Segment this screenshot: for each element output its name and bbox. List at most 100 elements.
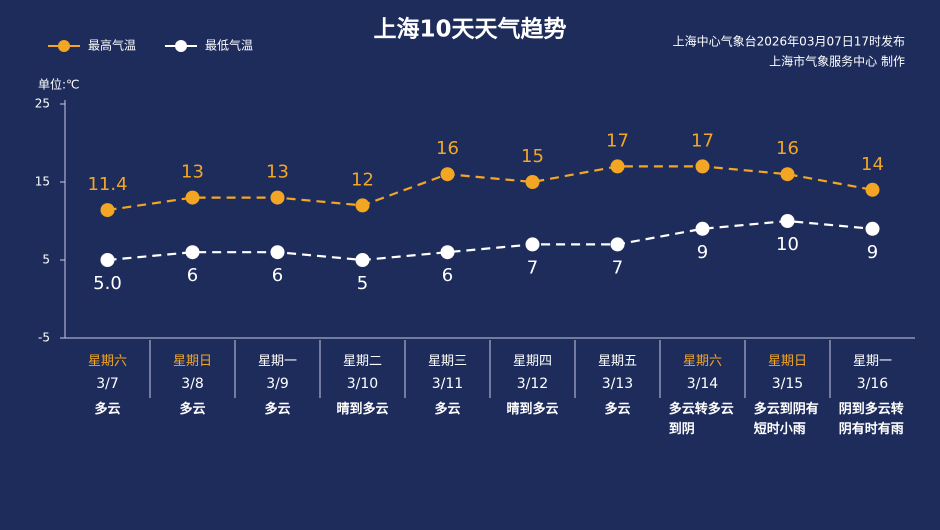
data-label: 16 xyxy=(776,138,799,159)
point xyxy=(270,190,285,205)
point xyxy=(610,237,625,252)
weekday: 星期日 xyxy=(150,350,235,369)
legend-marker xyxy=(175,40,187,52)
data-label: 11.4 xyxy=(87,174,127,195)
point xyxy=(440,167,455,182)
data-label: 5.0 xyxy=(93,273,122,294)
date: 3/10 xyxy=(320,376,405,392)
point xyxy=(780,167,795,182)
weekday-text: 星期日 xyxy=(767,354,807,369)
weather: 晴到多云 xyxy=(320,400,405,420)
date-text: 3/11 xyxy=(431,376,464,392)
data-label: 13 xyxy=(181,162,204,183)
point xyxy=(525,175,540,189)
date-text: 3/10 xyxy=(346,376,379,392)
date-text: 3/16 xyxy=(856,376,889,392)
series-line xyxy=(107,219,873,262)
weather-text: 多云 xyxy=(264,402,291,417)
data-label: 15 xyxy=(521,146,544,167)
point xyxy=(100,253,115,267)
weekday-text: 星期六 xyxy=(87,354,127,369)
point xyxy=(865,221,880,236)
legend-label: 最高气温 xyxy=(88,38,136,53)
weekday: 星期三 xyxy=(405,350,490,369)
data-label: 9 xyxy=(867,242,878,263)
data-label: 6 xyxy=(442,265,453,286)
weather: 多云 xyxy=(575,400,660,420)
y-tick-label: -5 xyxy=(38,331,50,345)
data-label: 14 xyxy=(861,154,884,175)
date-text: 3/15 xyxy=(771,376,804,392)
weekday: 星期日 xyxy=(745,350,830,369)
date-text: 3/9 xyxy=(266,376,289,392)
weather-text: 阴到多云转阴有时有雨 xyxy=(838,402,904,437)
chart-title: 上海10天天气趋势 xyxy=(373,16,566,43)
weekday: 星期二 xyxy=(320,350,405,369)
weather: 晴到多云 xyxy=(490,400,575,420)
point xyxy=(780,214,795,228)
source: 上海市气象服务中心 制作 xyxy=(769,54,905,69)
weather: 多云 xyxy=(405,400,490,420)
legend-marker xyxy=(58,40,70,52)
weather: 多云到阴有短时小雨 xyxy=(745,400,830,440)
legend-label: 最低气温 xyxy=(205,38,253,53)
point xyxy=(185,245,200,260)
weather-text: 多云 xyxy=(604,402,631,417)
data-label: 6 xyxy=(272,265,283,286)
date-text: 3/7 xyxy=(96,376,119,392)
data-label: 17 xyxy=(606,130,629,151)
unit-label: 单位:℃ xyxy=(38,77,80,92)
date: 3/9 xyxy=(235,376,320,392)
date: 3/7 xyxy=(65,376,150,392)
weekday: 星期六 xyxy=(660,350,745,369)
date: 3/13 xyxy=(575,376,660,392)
point xyxy=(270,245,285,260)
point xyxy=(695,159,710,174)
weather: 多云 xyxy=(150,400,235,420)
weather: 多云 xyxy=(65,400,150,420)
data-label: 10 xyxy=(776,234,799,255)
weekday-text: 星期一 xyxy=(257,354,297,369)
date-text: 3/13 xyxy=(601,376,634,392)
weekday: 星期五 xyxy=(575,350,660,369)
weekday-text: 星期二 xyxy=(342,354,382,369)
data-label: 7 xyxy=(527,257,538,278)
weather-text: 晴到多云 xyxy=(506,402,559,417)
point xyxy=(100,203,115,218)
weekday-text: 星期一 xyxy=(852,354,892,369)
point xyxy=(525,237,540,252)
point xyxy=(695,221,710,236)
weather-text: 多云 xyxy=(434,402,461,417)
date-text: 3/8 xyxy=(181,376,204,392)
point xyxy=(355,253,370,267)
weekday-text: 星期五 xyxy=(597,354,637,369)
weekday-text: 星期三 xyxy=(427,354,467,369)
source: 上海中心气象台2026年03月07日17时发布 xyxy=(673,34,905,49)
weekday-text: 星期日 xyxy=(172,354,212,369)
y-tick-label: 25 xyxy=(35,97,50,111)
weekday: 星期六 xyxy=(65,350,150,369)
data-label: 9 xyxy=(697,242,708,263)
date: 3/14 xyxy=(660,376,745,392)
weather-text: 晴到多云 xyxy=(336,402,389,417)
data-label: 6 xyxy=(187,265,198,286)
weekday: 星期四 xyxy=(490,350,575,369)
weather-text: 多云 xyxy=(94,402,121,417)
date: 3/15 xyxy=(745,376,830,392)
weekday: 星期一 xyxy=(235,350,320,369)
date: 3/16 xyxy=(830,376,915,392)
data-label: 5 xyxy=(357,273,368,294)
data-label: 13 xyxy=(266,162,289,183)
point xyxy=(865,182,880,197)
weather: 多云 xyxy=(235,400,320,420)
date-text: 3/12 xyxy=(516,376,549,392)
date: 3/11 xyxy=(405,376,490,392)
weather: 阴到多云转阴有时有雨 xyxy=(830,400,915,440)
weather-text: 多云到阴有短时小雨 xyxy=(753,402,819,437)
weekday-text: 星期六 xyxy=(682,354,722,369)
data-label: 12 xyxy=(351,169,374,190)
weather: 多云转多云到阴 xyxy=(660,400,745,440)
series-line xyxy=(107,165,873,212)
point xyxy=(610,159,625,174)
